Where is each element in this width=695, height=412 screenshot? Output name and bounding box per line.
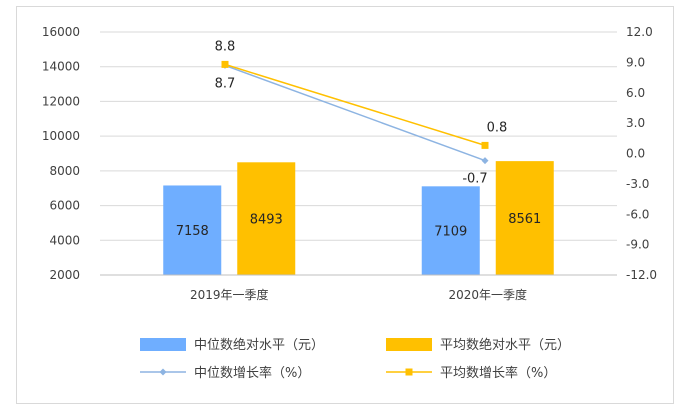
chart-frame [16, 6, 674, 404]
y-right-tick-label: -3.0 [626, 177, 649, 191]
series-line [224, 63, 486, 147]
y-right-tick-label: 3.0 [626, 116, 645, 130]
lines: 8.7 -0.7 8.8 0.8 [215, 39, 508, 186]
y-right-tick-label: -12.0 [626, 268, 657, 282]
bar-value-label: 8561 [508, 212, 541, 227]
x-axis: 2019年一季度 2020年一季度 [100, 274, 617, 302]
legend-label: 中位数绝对水平（元） [194, 337, 324, 353]
y-right-tick-label: 12.0 [626, 25, 653, 39]
legend: 中位数绝对水平（元） 平均数绝对水平（元） 中位数增长率（%） 平均数增长率（%） [140, 337, 570, 381]
y-left-tick-label: 6000 [49, 199, 80, 213]
x-tick-label: 2019年一季度 [190, 287, 269, 302]
bar-value-label: 8493 [250, 213, 283, 228]
bar [495, 161, 554, 275]
y-axis-left: 2000 4000 6000 8000 10000 12000 14000 16000 [42, 25, 80, 282]
line-value-label: 8.8 [215, 39, 236, 54]
data-point [221, 60, 229, 68]
line-value-label: 8.7 [215, 76, 236, 91]
line-value-label: -0.7 [462, 172, 487, 187]
bars: 7158 7109 8493 8561 [163, 161, 554, 275]
legend-marker [159, 368, 167, 376]
legend-swatch [386, 338, 432, 351]
y-right-tick-label: 6.0 [626, 86, 645, 100]
series-line [224, 64, 486, 162]
y-left-tick-label: 4000 [49, 233, 80, 247]
y-right-tick-label: -6.0 [626, 207, 649, 221]
legend-swatch [140, 338, 186, 351]
bar-value-label: 7109 [434, 225, 467, 240]
data-point [481, 141, 489, 149]
bar [163, 185, 222, 275]
data-point [481, 157, 489, 165]
y-left-tick-label: 12000 [42, 94, 80, 108]
line-value-label: 0.8 [487, 120, 508, 135]
legend-label: 中位数增长率（%） [194, 365, 310, 381]
y-left-tick-label: 2000 [49, 268, 80, 282]
y-left-tick-label: 8000 [49, 164, 80, 178]
bar-value-label: 7158 [176, 224, 209, 239]
legend-marker [405, 368, 413, 376]
y-left-tick-label: 10000 [42, 129, 80, 143]
y-left-tick-label: 16000 [42, 25, 80, 39]
x-tick-label: 2020年一季度 [448, 287, 527, 302]
bar [237, 162, 296, 275]
y-right-tick-label: 9.0 [626, 55, 645, 69]
y-right-tick-label: 0.0 [626, 147, 645, 161]
bar [421, 186, 480, 275]
y-axis-right: -12.0 -9.0 -6.0 -3.0 0.0 3.0 6.0 9.0 12.0 [626, 25, 657, 282]
legend-label: 平均数绝对水平（元） [440, 337, 570, 353]
y-right-tick-label: -9.0 [626, 238, 649, 252]
y-left-tick-label: 14000 [42, 60, 80, 74]
legend-label: 平均数增长率（%） [440, 365, 556, 381]
